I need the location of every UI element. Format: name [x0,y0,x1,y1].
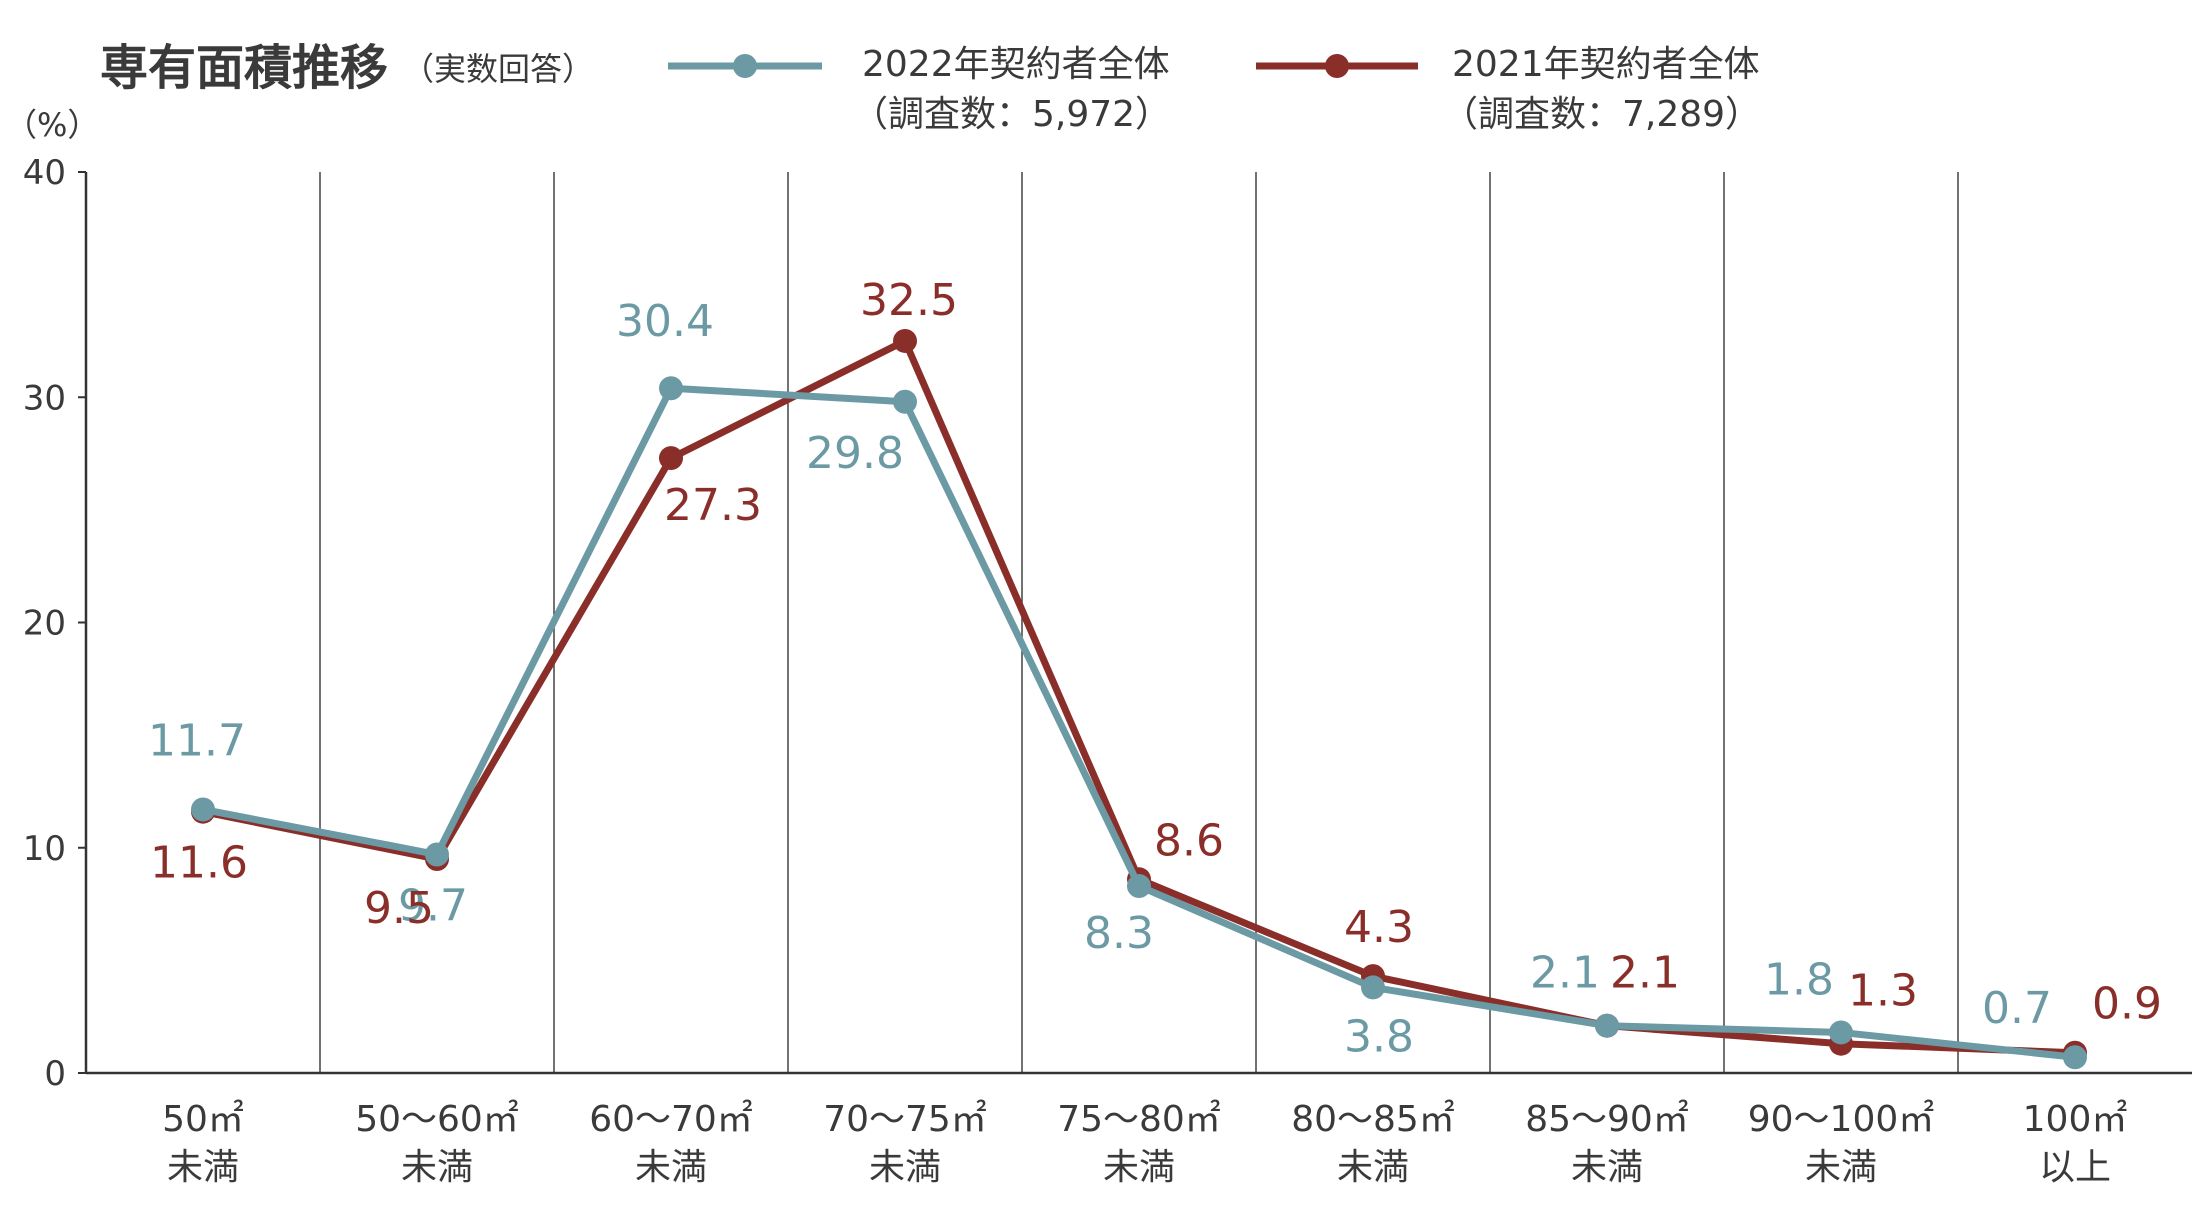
x-tick-label: 100㎡ [2023,1098,2128,1140]
legend-marker-2021 [1325,54,1349,78]
legend-sample-2021: （調査数：7,289） [1442,94,1761,135]
x-tick-label: 90〜100㎡ [1748,1098,1935,1140]
plot-area: 01020304050㎡未満50〜60㎡未満60〜70㎡未満70〜75㎡未満75… [23,153,2192,1188]
data-label-2021: 9.5 [364,883,434,934]
x-tick-label: 50〜60㎡ [355,1098,519,1140]
chart-subtitle: （実数回答） [402,50,594,88]
y-tick-label: 30 [23,378,66,418]
data-point-2022 [1829,1020,1853,1045]
data-point-2022 [1361,975,1385,1000]
y-tick-label: 20 [23,604,66,644]
data-label-2022: 0.7 [1982,983,2052,1034]
x-tick-label: 85〜90㎡ [1525,1098,1689,1140]
data-label-2021: 2.1 [1610,948,1680,999]
data-point-2022 [1127,874,1151,899]
x-tick-label: 未満 [1805,1147,1877,1188]
legend-marker-2022 [733,54,757,78]
x-tick-label: 50㎡ [162,1098,244,1140]
x-tick-label: 未満 [167,1147,239,1188]
data-point-2021 [659,446,683,471]
data-label-2022: 11.7 [148,715,246,766]
data-label-2021: 32.5 [860,275,958,326]
chart-title: 専有面積推移 [100,40,388,96]
x-tick-label: 70〜75㎡ [823,1098,987,1140]
data-point-2022 [1595,1013,1619,1038]
x-tick-label: 60〜70㎡ [589,1098,753,1140]
data-label-2021: 0.9 [2092,979,2162,1030]
data-point-2021 [893,328,917,353]
legend-item-2021: 2021年契約者全体 （調査数：7,289） [1256,44,1761,135]
y-tick-label: 0 [44,1054,66,1094]
data-point-2022 [191,797,215,822]
data-label-2022: 29.8 [806,428,904,479]
y-axis-unit-label: （%） [5,106,99,144]
legend-label-2021: 2021年契約者全体 [1452,44,1760,85]
data-label-2022: 30.4 [616,296,714,347]
legend: 2022年契約者全体 （調査数：5,972） 2021年契約者全体 （調査数：7… [668,44,1761,135]
x-tick-label: 未満 [635,1147,707,1188]
x-tick-label: 75〜80㎡ [1057,1098,1221,1140]
y-tick-label: 10 [23,829,66,869]
x-tick-label: 未満 [1103,1147,1175,1188]
x-tick-label: 以上 [2039,1147,2111,1188]
data-point-2022 [2063,1045,2087,1070]
legend-sample-2022: （調査数：5,972） [852,94,1171,135]
data-label-2021: 27.3 [664,480,762,531]
y-tick-label: 40 [23,153,66,193]
data-label-2021: 4.3 [1344,902,1414,953]
legend-label-2022: 2022年契約者全体 [862,44,1170,85]
data-label-2022: 8.3 [1084,908,1154,959]
data-point-2022 [893,389,917,414]
data-label-2022: 1.8 [1764,954,1834,1005]
data-label-2022: 9.7 [398,881,468,932]
x-tick-label: 未満 [401,1147,473,1188]
data-label-2022: 3.8 [1344,1011,1414,1062]
x-tick-label: 未満 [1571,1147,1643,1188]
data-point-2022 [425,842,449,867]
x-tick-label: 未満 [869,1147,941,1188]
data-point-2022 [659,376,683,401]
legend-item-2022: 2022年契約者全体 （調査数：5,972） [668,44,1171,135]
x-tick-label: 未満 [1337,1147,1409,1188]
data-label-2021: 1.3 [1848,966,1918,1017]
data-label-2021: 8.6 [1154,815,1224,866]
data-label-2021: 11.6 [150,838,248,889]
data-label-2022: 2.1 [1530,948,1600,999]
x-tick-label: 80〜85㎡ [1291,1098,1455,1140]
